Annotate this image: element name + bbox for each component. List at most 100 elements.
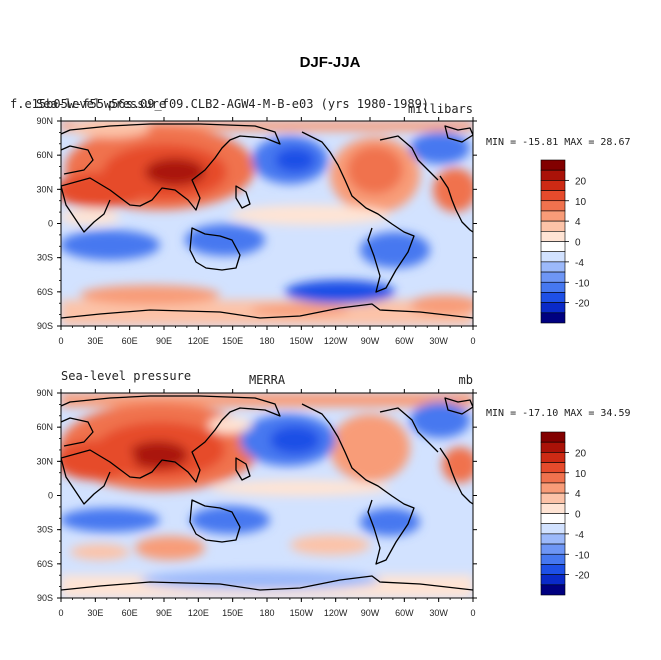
colorbar-label: -10 — [575, 550, 590, 561]
colorbar-label: 20 — [575, 448, 587, 459]
x-tick-label: 60W — [395, 336, 414, 346]
colorbar-swatch — [540, 251, 566, 263]
x-tick-label: 30E — [87, 608, 103, 618]
colorbar-swatch — [540, 441, 566, 453]
colorbar-label: 0 — [575, 238, 581, 249]
panel1-ticks: 0 30E 60E 90E 120E 150E 180 150W 120W 90W 60W 30W 0 9… — [36, 116, 477, 346]
colorbar-swatch — [540, 241, 566, 252]
y-tick-label: 0 — [48, 491, 53, 501]
x-tick-label: 60E — [122, 608, 138, 618]
x-tick-label: 150E — [222, 336, 243, 346]
panel2-stats: MIN = -17.10 MAX = 34.59 — [486, 408, 631, 419]
x-tick-label: 150W — [290, 608, 314, 618]
y-tick-label: 60S — [37, 559, 53, 569]
y-tick-label: 90N — [36, 388, 53, 398]
panel-model: f.e15b05w-f55w56s.09_f09.CLB2-AGW4-M-B-e… — [10, 97, 631, 346]
colorbar-label: 10 — [575, 469, 587, 480]
colorbar-label: 4 — [575, 217, 581, 228]
colorbar-label: 20 — [575, 176, 587, 187]
x-tick-label: 150W — [290, 336, 314, 346]
y-tick-label: 60N — [36, 150, 53, 160]
x-tick-label: 90W — [361, 608, 380, 618]
colorbar-swatch — [540, 564, 566, 575]
y-tick-label: 60N — [36, 422, 53, 432]
colorbar-label: -20 — [575, 299, 590, 310]
x-tick-label: 180 — [259, 608, 274, 618]
x-tick-label: 180 — [259, 336, 274, 346]
colorbar-swatch — [540, 513, 566, 524]
colorbar-swatch — [540, 292, 566, 303]
x-tick-label: 120E — [188, 608, 209, 618]
x-tick-label: 0 — [470, 608, 475, 618]
panel1-coastlines — [61, 123, 473, 319]
colorbar-swatch — [540, 472, 566, 484]
colorbar-swatch — [540, 169, 566, 181]
colorbar-swatch — [540, 462, 566, 474]
colorbar-swatch — [540, 553, 566, 565]
colorbar-label: 4 — [575, 489, 581, 500]
x-tick-label: 0 — [470, 336, 475, 346]
colorbar-swatch — [540, 523, 566, 535]
colorbar-swatch — [540, 584, 566, 596]
x-tick-label: 30W — [429, 336, 448, 346]
figure-title: DJF-JJA — [300, 54, 361, 71]
colorbar-label: 10 — [575, 197, 587, 208]
colorbar-swatch — [540, 180, 566, 191]
colorbar-label: -4 — [575, 530, 584, 541]
panel1-field — [61, 121, 473, 326]
colorbar-swatch — [540, 431, 566, 443]
x-tick-label: 90E — [156, 336, 172, 346]
colorbar-label: -20 — [575, 571, 590, 582]
y-tick-label: 30N — [36, 456, 53, 466]
panel2-ticks: 0 30E 60E 90E 120E 150E 180 150W 120W 90W 60W 30W 0 9… — [36, 388, 477, 618]
colorbar-swatch — [540, 281, 566, 293]
y-tick-label: 30S — [37, 525, 53, 535]
panel1-stats: MIN = -15.81 MAX = 28.67 — [486, 137, 631, 148]
x-tick-label: 30E — [87, 336, 103, 346]
colorbar-label: -4 — [575, 258, 584, 269]
colorbar-swatch — [540, 210, 566, 222]
panel1-left-title-overprint: Sea-level pressure — [36, 97, 166, 111]
x-tick-label: 120W — [324, 608, 348, 618]
colorbar-swatch — [540, 200, 566, 212]
panel2-units: mb — [459, 373, 473, 387]
colorbar-swatch — [540, 302, 566, 314]
x-tick-label: 90E — [156, 608, 172, 618]
panel1-colorbar: 20 10 4 0 -4 -10 -20 — [540, 159, 590, 324]
y-tick-label: 0 — [48, 219, 53, 229]
colorbar-swatch — [540, 271, 566, 283]
colorbar-swatch — [540, 159, 566, 171]
colorbar-swatch — [540, 543, 566, 555]
colorbar-swatch — [540, 492, 566, 504]
x-tick-label: 30W — [429, 608, 448, 618]
x-tick-label: 60W — [395, 608, 414, 618]
panel1-left-title: f.e15b05w-f55w56s.09_f09.CLB2-AGW4-M-B-e… — [10, 97, 429, 111]
x-tick-label: 120W — [324, 336, 348, 346]
x-tick-label: 60E — [122, 336, 138, 346]
y-tick-label: 60S — [37, 287, 53, 297]
panel2-colorbar: 20 10 4 0 -4 -10 -20 — [540, 431, 590, 596]
panel-merra: Sea-level pressure MERRA mb MIN = -17.10… — [36, 369, 630, 618]
x-tick-label: 90W — [361, 336, 380, 346]
colorbar-label: -10 — [575, 278, 590, 289]
x-tick-label: 120E — [188, 336, 209, 346]
x-tick-label: 0 — [58, 336, 63, 346]
panel1-units: millibars — [408, 102, 473, 116]
colorbar-swatch — [540, 482, 566, 494]
colorbar-swatch — [540, 220, 566, 232]
colorbar-swatch — [540, 452, 566, 463]
colorbar-swatch — [540, 261, 566, 273]
colorbar-swatch — [540, 533, 566, 545]
colorbar-swatch — [540, 503, 566, 514]
y-tick-label: 30S — [37, 253, 53, 263]
y-tick-label: 90N — [36, 116, 53, 126]
panel2-field — [61, 393, 473, 598]
y-tick-label: 30N — [36, 184, 53, 194]
panel2-center-title: MERRA — [249, 373, 286, 387]
colorbar-swatch — [540, 231, 566, 242]
colorbar-swatch — [540, 312, 566, 324]
colorbar-swatch — [540, 190, 566, 202]
x-tick-label: 150E — [222, 608, 243, 618]
x-tick-label: 0 — [58, 608, 63, 618]
